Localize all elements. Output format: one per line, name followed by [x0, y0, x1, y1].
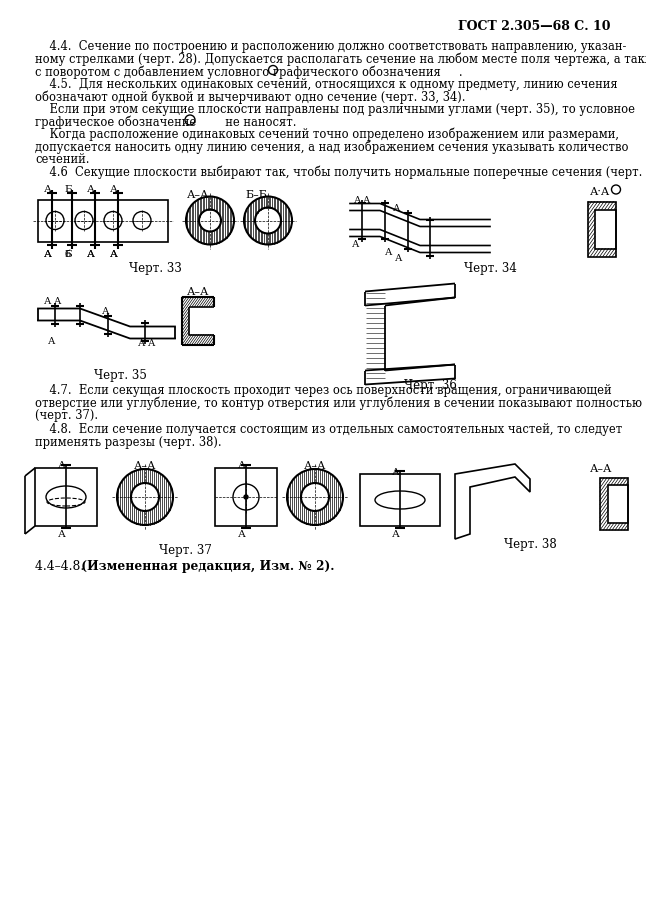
Text: А–А: А–А	[134, 461, 156, 471]
Text: с поворотом с добавлением условного графического обозначения     .: с поворотом с добавлением условного граф…	[35, 65, 463, 79]
Text: А: А	[58, 530, 66, 539]
Text: 4.7.  Если секущая плоскость проходит через ось поверхности вращения, ограничива: 4.7. Если секущая плоскость проходит чер…	[35, 383, 612, 396]
Bar	[215, 468, 277, 526]
Bar	[588, 202, 616, 257]
Text: Черт. 36: Черт. 36	[404, 379, 457, 392]
Text: сечений.: сечений.	[35, 152, 90, 165]
Text: применять разрезы (черт. 38).: применять разрезы (черт. 38).	[35, 436, 222, 448]
Text: допускается наносить одну линию сечения, а над изображением сечения указывать ко: допускается наносить одну линию сечения,…	[35, 140, 629, 153]
Text: А·А: А·А	[590, 186, 610, 196]
Text: А: А	[363, 195, 370, 205]
Text: А: А	[44, 249, 52, 258]
Text: А: А	[238, 461, 246, 470]
Text: А: А	[110, 249, 118, 258]
Bar	[600, 478, 628, 530]
Text: А–А: А–А	[590, 464, 612, 474]
Text: ГОСТ 2.305—68 С. 10: ГОСТ 2.305—68 С. 10	[457, 20, 610, 33]
Text: А: А	[354, 195, 361, 205]
Text: А: А	[385, 247, 392, 257]
Text: А: А	[352, 239, 359, 248]
Text: Когда расположение одинаковых сечений точно определено изображением или размерам: Когда расположение одинаковых сечений то…	[35, 128, 619, 141]
Text: Черт. 35: Черт. 35	[94, 369, 147, 382]
Text: Черт. 33: Черт. 33	[129, 261, 182, 275]
Bar	[35, 468, 97, 526]
Text: А: А	[58, 461, 66, 470]
Text: А: А	[87, 184, 95, 194]
Text: А: А	[87, 249, 95, 258]
Text: Б: Б	[64, 184, 72, 194]
Text: А: А	[392, 468, 400, 477]
Text: А: А	[102, 307, 109, 316]
Text: 4.4–4.8.: 4.4–4.8.	[35, 560, 88, 573]
Text: Б–Б: Б–Б	[245, 190, 267, 200]
Text: 4.6  Секущие плоскости выбирают так, чтобы получить нормальные поперечные сечени: 4.6 Секущие плоскости выбирают так, чтоб…	[35, 165, 646, 179]
Text: А: А	[395, 254, 402, 263]
Bar	[608, 485, 628, 523]
Text: А: А	[44, 249, 52, 258]
Text: (Измененная редакция, Изм. № 2).: (Измененная редакция, Изм. № 2).	[77, 560, 335, 573]
Text: Черт. 34: Черт. 34	[464, 261, 516, 275]
Circle shape	[244, 495, 248, 499]
Text: А–А: А–А	[304, 461, 326, 471]
Text: А: А	[87, 249, 95, 258]
Text: А–А: А–А	[187, 190, 209, 200]
Text: б: б	[65, 249, 71, 258]
Text: Черт. 37: Черт. 37	[158, 544, 211, 557]
Text: А: А	[393, 204, 401, 213]
Text: А: А	[44, 297, 52, 306]
Text: А: А	[110, 184, 118, 194]
Text: 4.4.  Сечение по построению и расположению должно соответствовать направлению, у: 4.4. Сечение по построению и расположени…	[35, 40, 627, 53]
Text: А: А	[238, 530, 246, 539]
Text: графическое обозначение        не наносят.: графическое обозначение не наносят.	[35, 115, 297, 129]
Bar	[38, 200, 168, 242]
Text: А: А	[110, 249, 118, 258]
Text: (черт. 37).: (черт. 37).	[35, 408, 98, 422]
Text: Б: Б	[64, 249, 72, 258]
Text: Черт. 38: Черт. 38	[504, 538, 556, 551]
Text: А–А: А–А	[187, 287, 209, 297]
Text: А: А	[54, 297, 61, 306]
Text: отверстие или углубление, то контур отверстия или углубления в сечении показываю: отверстие или углубление, то контур отве…	[35, 396, 642, 410]
Text: обозначают одной буквой и вычерчивают одно сечение (черт. 33, 34).: обозначают одной буквой и вычерчивают од…	[35, 90, 466, 103]
Text: А: А	[392, 530, 400, 539]
Bar	[595, 209, 616, 248]
Text: А: А	[48, 337, 56, 345]
Text: А: А	[148, 339, 156, 348]
Bar	[360, 474, 440, 526]
Text: 4.8.  Если сечение получается состоящим из отдельных самостоятельных частей, то : 4.8. Если сечение получается состоящим и…	[35, 423, 622, 436]
Text: ному стрелками (черт. 28). Допускается располагать сечение на любом месте поля ч: ному стрелками (черт. 28). Допускается р…	[35, 53, 646, 66]
Text: А: А	[44, 184, 52, 194]
Text: Если при этом секущие плоскости направлены под различными углами (черт. 35), то : Если при этом секущие плоскости направле…	[35, 102, 635, 116]
Text: А: А	[138, 339, 145, 348]
Text: 4.5.  Для нескольких одинаковых сечений, относящихся к одному предмету, линию се: 4.5. Для нескольких одинаковых сечений, …	[35, 78, 618, 90]
